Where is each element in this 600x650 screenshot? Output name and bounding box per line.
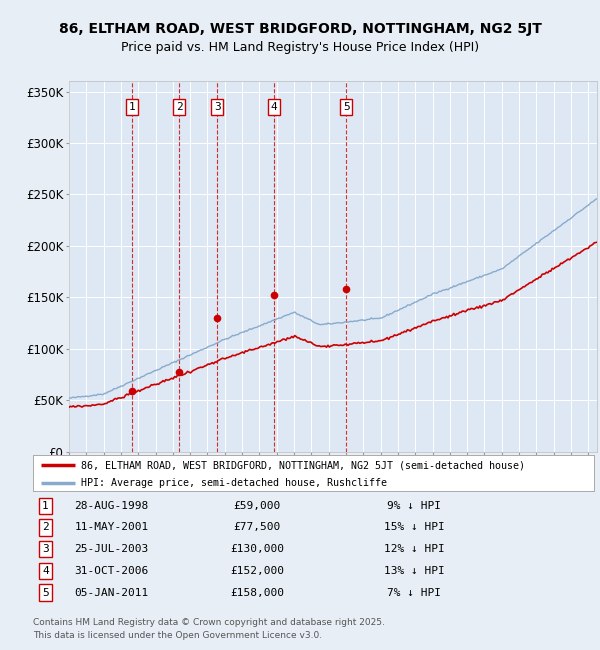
Text: £77,500: £77,500 — [234, 523, 281, 532]
Text: 4: 4 — [42, 566, 49, 576]
Text: 5: 5 — [343, 102, 350, 112]
Text: 25-JUL-2003: 25-JUL-2003 — [74, 544, 149, 554]
Text: 86, ELTHAM ROAD, WEST BRIDGFORD, NOTTINGHAM, NG2 5JT: 86, ELTHAM ROAD, WEST BRIDGFORD, NOTTING… — [59, 22, 541, 36]
Text: 9% ↓ HPI: 9% ↓ HPI — [388, 500, 442, 511]
Text: HPI: Average price, semi-detached house, Rushcliffe: HPI: Average price, semi-detached house,… — [80, 478, 386, 488]
Text: Contains HM Land Registry data © Crown copyright and database right 2025.: Contains HM Land Registry data © Crown c… — [33, 618, 385, 627]
Text: 2: 2 — [176, 102, 182, 112]
Text: £59,000: £59,000 — [234, 500, 281, 511]
Text: 3: 3 — [214, 102, 221, 112]
Text: 1: 1 — [42, 500, 49, 511]
Text: 4: 4 — [271, 102, 277, 112]
Text: 15% ↓ HPI: 15% ↓ HPI — [384, 523, 445, 532]
Text: 13% ↓ HPI: 13% ↓ HPI — [384, 566, 445, 576]
Text: Price paid vs. HM Land Registry's House Price Index (HPI): Price paid vs. HM Land Registry's House … — [121, 41, 479, 54]
Text: 86, ELTHAM ROAD, WEST BRIDGFORD, NOTTINGHAM, NG2 5JT (semi-detached house): 86, ELTHAM ROAD, WEST BRIDGFORD, NOTTING… — [80, 460, 524, 470]
Text: £152,000: £152,000 — [230, 566, 284, 576]
Text: 05-JAN-2011: 05-JAN-2011 — [74, 588, 149, 597]
Text: 7% ↓ HPI: 7% ↓ HPI — [388, 588, 442, 597]
Text: £130,000: £130,000 — [230, 544, 284, 554]
Text: This data is licensed under the Open Government Licence v3.0.: This data is licensed under the Open Gov… — [33, 631, 322, 640]
Text: 31-OCT-2006: 31-OCT-2006 — [74, 566, 149, 576]
Text: 2: 2 — [42, 523, 49, 532]
Text: 12% ↓ HPI: 12% ↓ HPI — [384, 544, 445, 554]
Text: 1: 1 — [129, 102, 136, 112]
Text: 11-MAY-2001: 11-MAY-2001 — [74, 523, 149, 532]
Text: £158,000: £158,000 — [230, 588, 284, 597]
Text: 5: 5 — [42, 588, 49, 597]
Text: 28-AUG-1998: 28-AUG-1998 — [74, 500, 149, 511]
Text: 3: 3 — [42, 544, 49, 554]
